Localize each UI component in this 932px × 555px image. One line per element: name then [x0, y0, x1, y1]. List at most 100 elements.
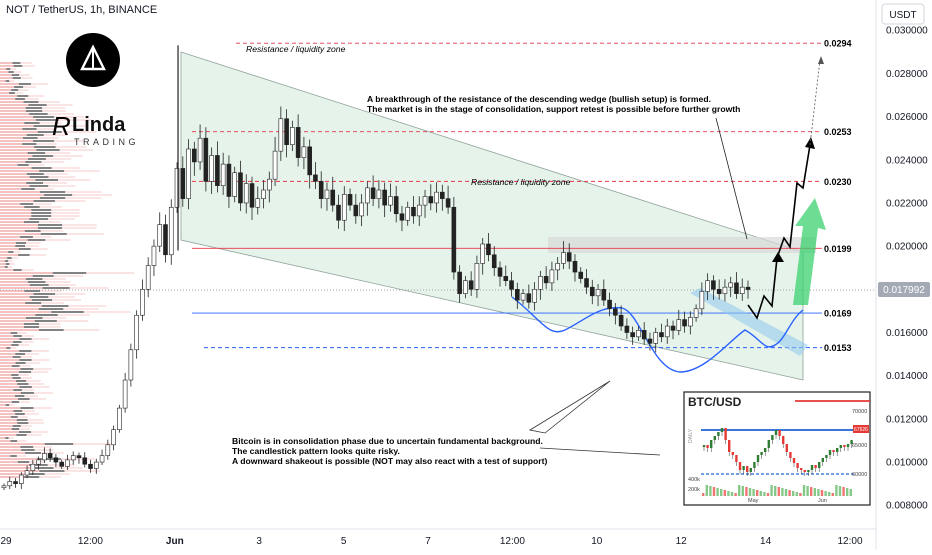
- profile-bar-rest: [46, 104, 73, 106]
- profile-bar-buy: [15, 98, 25, 100]
- profile-bar-rest: [68, 305, 107, 307]
- candle-body: [163, 224, 168, 256]
- profile-bar-sell: [0, 443, 45, 445]
- candle-body: [474, 263, 480, 290]
- inset-candle: [832, 450, 835, 452]
- profile-bar-buy: [52, 272, 87, 274]
- candle-body: [705, 280, 710, 292]
- profile-bar-sell: [0, 446, 21, 448]
- profile-bar-rest: [28, 422, 45, 424]
- time-tick: 3: [256, 536, 262, 547]
- profile-bar-buy: [15, 242, 27, 244]
- profile-bar-sell: [0, 353, 16, 355]
- candle-body: [463, 280, 468, 294]
- profile-bar-buy: [19, 371, 32, 373]
- candle-body: [272, 150, 278, 180]
- inset-candle: [756, 455, 760, 462]
- profile-bar-rest: [69, 287, 109, 289]
- inset-candle: [782, 436, 785, 444]
- profile-bar-buy: [11, 401, 20, 403]
- profile-bar-buy: [5, 404, 10, 406]
- profile-bar-buy: [32, 155, 54, 157]
- candle-body: [249, 183, 255, 208]
- profile-bar-rest: [26, 242, 41, 244]
- profile-bar-buy: [25, 278, 43, 280]
- candle-body: [538, 276, 543, 290]
- candle-body: [151, 245, 157, 266]
- profile-bar-buy: [29, 296, 49, 298]
- profile-bar-buy: [11, 428, 20, 430]
- symbol-header[interactable]: NOT / TetherUS, 1h, BINANCE: [6, 4, 158, 16]
- candle-body: [324, 189, 330, 199]
- profile-bar-rest: [53, 467, 84, 469]
- currency-badge[interactable]: USDT: [881, 3, 925, 25]
- inset-candle: [807, 470, 810, 472]
- candle-body: [503, 276, 509, 281]
- candle-body: [122, 379, 128, 409]
- profile-bar-buy: [33, 146, 56, 148]
- candle-body: [278, 118, 284, 152]
- profile-bar-rest: [42, 107, 66, 109]
- profile-bar-rest: [21, 269, 34, 271]
- profile-bar-buy: [38, 224, 63, 226]
- profile-bar-rest: [29, 254, 47, 256]
- candle-body: [711, 280, 716, 290]
- profile-bar-sell: [0, 284, 30, 286]
- candle-body: [134, 314, 139, 351]
- profile-bar-sell: [0, 413, 16, 415]
- profile-bar-buy: [10, 455, 17, 457]
- inset-candle: [814, 465, 817, 468]
- profile-bar-buy: [20, 368, 34, 370]
- profile-bar-sell: [0, 122, 25, 124]
- profile-bar-sell: [0, 317, 26, 319]
- profile-bar-rest: [10, 347, 17, 349]
- profile-bar-rest: [43, 182, 67, 184]
- candle-body: [578, 271, 584, 279]
- inset-volume-bar: [727, 491, 730, 496]
- bullish-arrow-green: [793, 198, 826, 305]
- profile-bar-rest: [24, 395, 38, 397]
- profile-bar-sell: [0, 83, 19, 85]
- inset-volume-bar: [820, 490, 824, 496]
- profile-bar-sell: [0, 182, 27, 184]
- profile-bar-rest: [73, 443, 115, 445]
- profile-bar-rest: [40, 290, 63, 292]
- profile-bar-rest: [20, 377, 33, 379]
- inset-volume-bar: [723, 490, 726, 496]
- candle-body: [203, 137, 209, 182]
- inset-candle: [803, 470, 806, 472]
- candle-body: [140, 289, 145, 316]
- time-tick: 7: [425, 536, 431, 547]
- profile-bar-sell: [0, 461, 18, 463]
- candle-body: [630, 332, 635, 338]
- profile-bar-buy: [8, 71, 14, 73]
- currency-label: USDT: [889, 10, 916, 21]
- profile-bar-sell: [0, 410, 14, 412]
- profile-bar-buy: [27, 239, 46, 241]
- profile-bar-buy: [18, 83, 31, 85]
- profile-bar-rest: [17, 440, 27, 442]
- profile-bar-rest: [31, 386, 50, 388]
- profile-bar-buy: [12, 77, 21, 79]
- profile-bar-buy: [32, 140, 54, 142]
- inset-volume-bar: [709, 486, 712, 496]
- inset-candle: [731, 452, 734, 455]
- inset-candle: [792, 458, 796, 463]
- inset-volume-bar: [705, 485, 708, 496]
- profile-bar-buy: [37, 131, 62, 133]
- inset-volume-bar: [784, 489, 788, 496]
- profile-bar-rest: [28, 95, 45, 97]
- candle-body: [601, 289, 607, 301]
- profile-bar-buy: [7, 257, 12, 259]
- profile-bar-rest: [62, 224, 97, 226]
- profile-bar-sell: [0, 332, 11, 334]
- profile-bar-buy: [25, 302, 42, 304]
- profile-bar-sell: [0, 260, 6, 262]
- inset-candle: [836, 448, 839, 452]
- candle-body: [295, 127, 301, 158]
- profile-bar-rest: [26, 434, 42, 436]
- profile-bar-buy: [10, 332, 18, 334]
- inset-volume-bar: [741, 486, 744, 496]
- support-zone-band: [690, 288, 808, 356]
